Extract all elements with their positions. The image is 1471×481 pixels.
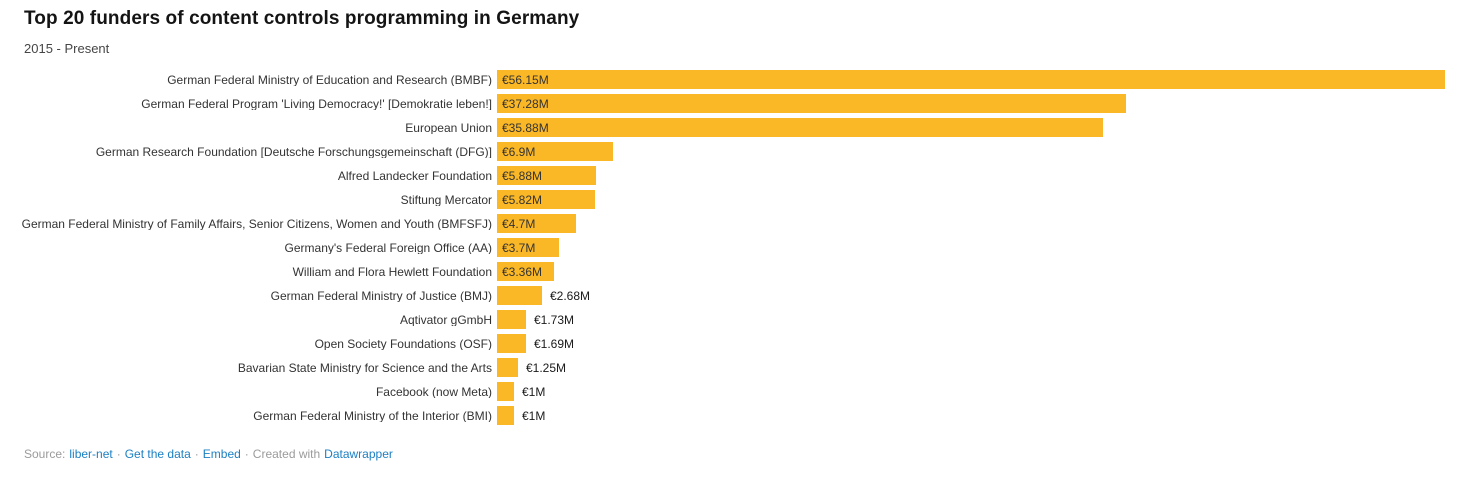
bar (497, 334, 526, 354)
bar-row: Germany's Federal Foreign Office (AA) €3.… (0, 236, 1471, 260)
bar-row: Bavarian State Ministry for Science and … (0, 356, 1471, 380)
chart-title: Top 20 funders of content controls progr… (24, 8, 580, 29)
bar-value-label: €3.7M (502, 240, 536, 255)
bar-value-label: €1M (522, 384, 546, 399)
created-with-label: Created with (252, 446, 321, 461)
bar-track: €35.88M (497, 118, 1471, 138)
bar-value-label: €35.88M (502, 120, 549, 135)
bar-track: €3.36M (497, 262, 1471, 282)
bar-value-label: €2.68M (550, 288, 591, 303)
bar-value-label: €1.73M (534, 312, 575, 327)
bar (497, 310, 526, 330)
embed-link[interactable]: Embed (202, 446, 241, 461)
bar-category-label: German Research Foundation [Deutsche For… (95, 145, 492, 158)
bar (497, 70, 1445, 90)
bar (497, 166, 596, 186)
bar-chart: German Federal Ministry of Education and… (0, 68, 1471, 428)
bar-track: €56.15M (497, 70, 1471, 90)
bar-track: €1.73M (497, 310, 1471, 330)
bar-category-label: Bavarian State Ministry for Science and … (237, 361, 492, 374)
bar-value-label: €5.82M (502, 192, 543, 207)
bar-category-label: Open Society Foundations (OSF) (314, 337, 492, 350)
bar-category-label: Aqtivator gGmbH (399, 313, 492, 326)
bar-value-label: €3.36M (502, 264, 543, 279)
bar-category-label: German Federal Program 'Living Democracy… (141, 97, 492, 110)
bar-row: European Union €35.88M (0, 116, 1471, 140)
bar-category-label: Stiftung Mercator (400, 193, 492, 206)
bar-value-label: €1.69M (534, 336, 575, 351)
bar-value-label: €5.88M (502, 168, 543, 183)
bar-row: Stiftung Mercator €5.82M (0, 188, 1471, 212)
bar-track: €5.88M (497, 166, 1471, 186)
bar-track: €37.28M (497, 94, 1471, 114)
bar-track: €3.7M (497, 238, 1471, 258)
bar-value-label: €1M (522, 408, 546, 423)
bar (497, 118, 1103, 138)
bar-value-label: €37.28M (502, 96, 549, 111)
bar-row: Aqtivator gGmbH €1.73M (0, 308, 1471, 332)
separator-dot: · (116, 446, 121, 461)
bar-value-label: €6.9M (502, 144, 536, 159)
bar (497, 190, 595, 210)
bar-row: Facebook (now Meta) €1M (0, 380, 1471, 404)
bar-value-label: €56.15M (502, 72, 549, 87)
bar-category-label: German Federal Ministry of the Interior … (253, 409, 492, 422)
bar-track: €5.82M (497, 190, 1471, 210)
bar-category-label: William and Flora Hewlett Foundation (292, 265, 492, 278)
bar (497, 286, 542, 306)
bar (497, 142, 613, 162)
bar-category-label: Facebook (now Meta) (375, 385, 492, 398)
chart-footer: Source: liber-net · Get the data · Embed · Crea… (24, 447, 1447, 461)
bar (497, 214, 576, 234)
bar-category-label: German Federal Ministry of Justice (BMJ) (270, 289, 492, 302)
bar-track: €1.69M (497, 334, 1471, 354)
bar-track: €6.9M (497, 142, 1471, 162)
bar-row: German Federal Ministry of Family Affair… (0, 212, 1471, 236)
chart-subtitle: 2015 - Present (24, 40, 110, 56)
bar-row: German Federal Ministry of Justice (BMJ)… (0, 284, 1471, 308)
bar-row: German Federal Ministry of Education and… (0, 68, 1471, 92)
bar-value-label: €1.25M (526, 360, 567, 375)
bar-row: Open Society Foundations (OSF) €1.69M (0, 332, 1471, 356)
bar-category-label: Germany's Federal Foreign Office (AA) (284, 241, 492, 254)
bar (497, 382, 514, 402)
source-link[interactable]: liber-net (69, 446, 113, 461)
bar (497, 262, 554, 282)
bar-track: €1M (497, 382, 1471, 402)
bar-category-label: German Federal Ministry of Education and… (167, 73, 492, 86)
datawrapper-link[interactable]: Datawrapper (324, 446, 393, 461)
separator-dot: · (244, 446, 249, 461)
bar-value-label: €4.7M (502, 216, 536, 231)
chart-container: Top 20 funders of content controls progr… (0, 8, 1471, 481)
bar-track: €1M (497, 406, 1471, 426)
bar-track: €2.68M (497, 286, 1471, 306)
bar-category-label: German Federal Ministry of Family Affair… (21, 217, 492, 230)
bar (497, 358, 518, 378)
source-label: Source: (24, 446, 66, 461)
separator-dot: · (194, 446, 199, 461)
bar-track: €1.25M (497, 358, 1471, 378)
bar-row: German Federal Program 'Living Democracy… (0, 92, 1471, 116)
get-the-data-link[interactable]: Get the data (124, 446, 191, 461)
bar-row: Alfred Landecker Foundation €5.88M (0, 164, 1471, 188)
bar-row: William and Flora Hewlett Foundation €3.3… (0, 260, 1471, 284)
bar (497, 238, 559, 258)
bar-category-label: Alfred Landecker Foundation (337, 169, 492, 182)
bar-row: German Research Foundation [Deutsche For… (0, 140, 1471, 164)
bar-row: German Federal Ministry of the Interior … (0, 404, 1471, 428)
bar (497, 406, 514, 426)
bar-track: €4.7M (497, 214, 1471, 234)
bar (497, 94, 1126, 114)
bar-category-label: European Union (405, 121, 492, 134)
